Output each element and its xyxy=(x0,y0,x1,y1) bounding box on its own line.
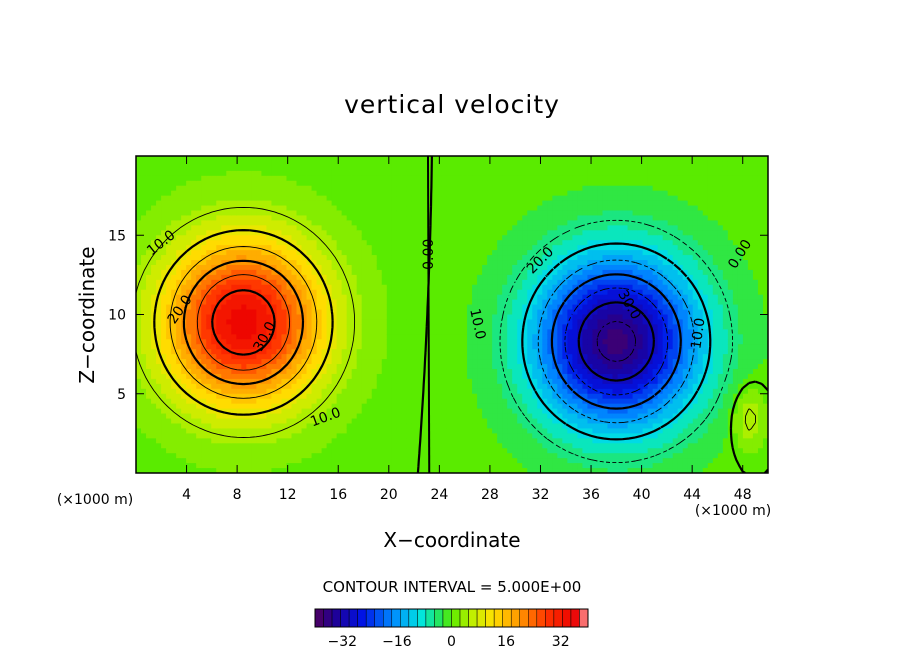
colorbar-swatch xyxy=(374,608,384,628)
y-tick-label: 10 xyxy=(108,308,126,324)
x-axis-label: X−coordinate xyxy=(383,528,520,552)
zero-contour xyxy=(426,156,431,473)
contour-line xyxy=(153,229,334,416)
x-tick-label: 12 xyxy=(279,487,297,503)
colorbar-swatch xyxy=(400,608,410,628)
colorbar-swatch xyxy=(493,608,503,628)
colorbar-swatch xyxy=(425,608,435,628)
colorbar-swatch xyxy=(451,608,461,628)
contour-label: 10.0 xyxy=(688,317,708,350)
colorbar-swatch xyxy=(545,608,555,628)
colorbar-swatch xyxy=(383,608,393,628)
colorbar-swatch xyxy=(434,608,444,628)
x-tick-label: 48 xyxy=(734,487,752,503)
colorbar-swatch xyxy=(536,608,546,628)
colorbar-tick-label: −16 xyxy=(382,634,412,650)
colorbar-swatch xyxy=(314,608,324,628)
colorbar-tick-label: −32 xyxy=(328,634,358,650)
x-tick-label: 8 xyxy=(233,487,242,503)
colorbar-swatch xyxy=(510,608,521,628)
colorbar-swatch xyxy=(476,608,486,628)
x-unit-left: (×1000 m) xyxy=(57,492,133,508)
colorbar-swatch xyxy=(570,608,580,628)
contour-interval-text: CONTOUR INTERVAL = 5.000E+00 xyxy=(323,578,582,596)
colorbar-swatch xyxy=(391,608,401,628)
contour-line xyxy=(577,301,655,382)
colorbar-swatch xyxy=(528,608,538,628)
contour-line xyxy=(182,259,305,386)
colorbar-swatch xyxy=(502,608,512,628)
contour-line xyxy=(550,273,682,410)
x-tick-label: 44 xyxy=(683,487,701,503)
x-tick-label: 32 xyxy=(532,487,550,503)
colorbar-tick-label: 0 xyxy=(447,634,456,650)
heatmap-field xyxy=(136,156,768,473)
chart-title: vertical velocity xyxy=(344,90,560,119)
contour-label: 0.00 xyxy=(421,239,437,270)
colorbar-swatch xyxy=(323,608,333,628)
colorbar-swatch xyxy=(519,608,529,628)
colorbar-swatch xyxy=(562,608,572,628)
colorbar-swatch xyxy=(459,608,469,628)
x-tick-label: 16 xyxy=(329,487,347,503)
colorbar-swatch xyxy=(357,608,367,628)
colorbar-swatch xyxy=(348,608,358,628)
colorbar-swatch xyxy=(340,608,350,628)
colorbar-swatch xyxy=(331,608,341,628)
colorbar-swatch xyxy=(579,608,589,628)
x-tick-label: 28 xyxy=(481,487,499,503)
contour-line xyxy=(136,206,756,438)
contour-line xyxy=(537,259,695,424)
x-unit-right: (×1000 m) xyxy=(695,503,771,519)
colorbar-tick-label: 16 xyxy=(497,634,515,650)
x-axis: 4 8 12 16 20 24 28 32 36 40 44 48 xyxy=(182,156,752,503)
contour-label: 10.0 xyxy=(466,307,488,341)
colorbar-swatch xyxy=(417,608,427,628)
colorbar-swatch xyxy=(365,608,375,628)
contour-line xyxy=(564,287,669,396)
y-axis: 5 10 15 xyxy=(108,228,768,403)
colorbar-swatch xyxy=(485,608,495,628)
colorbar-swatch xyxy=(553,608,563,628)
contour-line xyxy=(596,320,637,362)
x-tick-label: 24 xyxy=(430,487,448,503)
x-tick-label: 4 xyxy=(182,487,191,503)
contour-line xyxy=(196,274,291,371)
contour-line xyxy=(211,289,276,356)
contour-line xyxy=(169,246,318,399)
colorbar-swatch xyxy=(442,608,452,628)
contour-line xyxy=(521,242,712,441)
contour-line xyxy=(499,219,734,464)
colorbar-swatch xyxy=(408,608,418,628)
colorbar-swatch xyxy=(468,608,478,628)
x-tick-label: 36 xyxy=(582,487,600,503)
y-axis-label: Z−coordinate xyxy=(75,246,99,383)
colorbar-tick-label: 32 xyxy=(552,634,570,650)
x-tick-label: 20 xyxy=(380,487,398,503)
y-tick-label: 15 xyxy=(108,228,126,244)
y-tick-label: 5 xyxy=(117,387,126,403)
x-tick-label: 40 xyxy=(633,487,651,503)
colorbar: −32 −16 0 16 32 xyxy=(314,608,589,650)
